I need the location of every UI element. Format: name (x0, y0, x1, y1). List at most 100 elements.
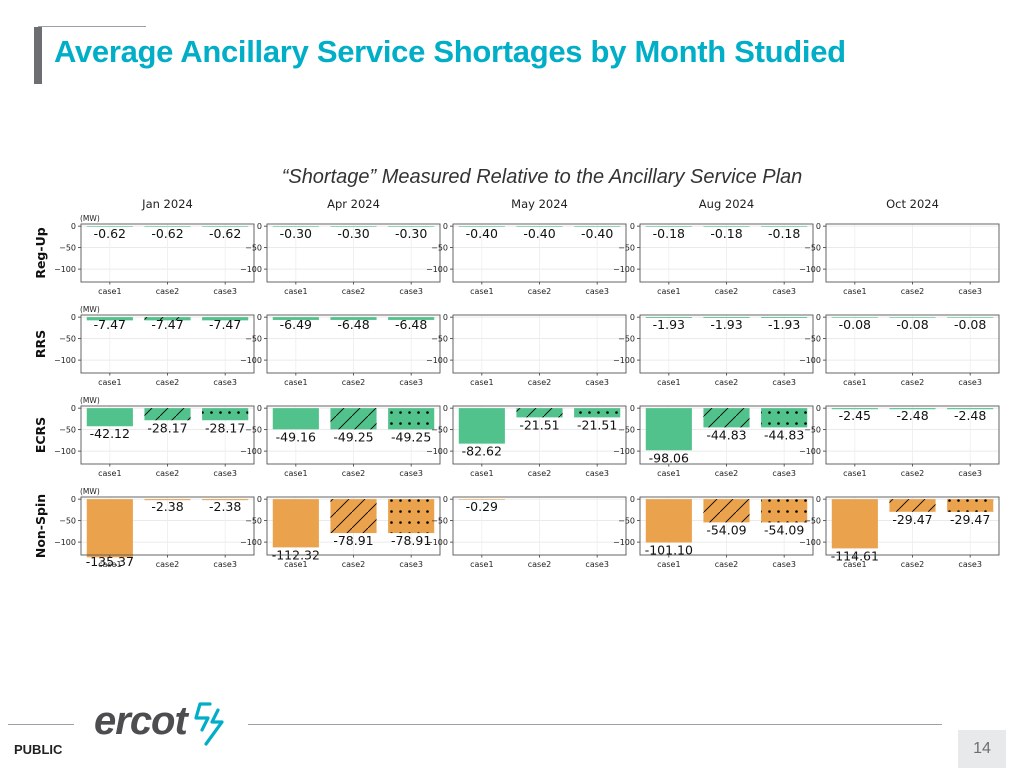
value-label: -2.38 (209, 499, 241, 514)
y-tick-label: −50 (59, 244, 76, 253)
x-tick-label: case2 (156, 560, 179, 569)
value-label: -2.48 (896, 408, 928, 423)
bar-case3 (388, 317, 435, 320)
x-tick-label: case1 (843, 378, 866, 387)
value-label: -0.18 (768, 226, 800, 241)
bar-case3 (202, 499, 249, 501)
y-tick-label: −100 (799, 356, 821, 365)
value-label: -6.48 (395, 317, 427, 332)
x-tick-label: case1 (657, 469, 680, 478)
x-tick-label: case2 (156, 287, 179, 296)
y-tick-label: −50 (804, 426, 821, 435)
x-tick-label: case2 (342, 560, 365, 569)
x-tick-label: case1 (98, 560, 121, 569)
y-tick-label: −50 (59, 426, 76, 435)
bar-hatch-dots (761, 408, 808, 428)
bar-case1 (458, 499, 505, 500)
y-tick-label: −100 (426, 447, 448, 456)
x-tick-label: case1 (843, 469, 866, 478)
bar-case3 (761, 226, 808, 227)
panel-frame (639, 314, 814, 374)
unit-label: (MW) (80, 214, 100, 223)
value-label: -49.25 (333, 429, 373, 444)
x-tick-label: case1 (98, 469, 121, 478)
x-tick-label: case3 (958, 378, 981, 387)
value-label: -0.29 (466, 499, 498, 514)
bar-hatch-diagonal (330, 408, 377, 430)
x-tick-label: case2 (528, 378, 551, 387)
y-tick-label: −100 (54, 538, 76, 547)
bar-case3 (947, 317, 994, 318)
x-tick-label: case3 (585, 378, 608, 387)
panel-ecrs-3: -98.06 case1 -44.83 case2 -44.83 case3 0 −50 −10… (613, 404, 814, 478)
value-label: -0.30 (395, 226, 427, 241)
y-tick-label: −100 (426, 356, 448, 365)
panel-non-spin-4: -114.61case1-29.47case2-29.47case30−50−1… (799, 495, 1000, 569)
panel-frame (452, 314, 627, 374)
unit-label: (MW) (80, 396, 100, 405)
panel-frame (266, 314, 441, 374)
bar-case2 (516, 226, 563, 227)
value-label: -29.47 (950, 512, 990, 527)
x-tick-label: case2 (715, 469, 738, 478)
panel-non-spin-1: -112.32case1-78.91case2-78.91case30−50−1… (240, 495, 441, 569)
x-tick-label: case3 (958, 287, 981, 296)
column-title-3: Aug 2024 (699, 197, 754, 211)
x-tick-label: case2 (715, 287, 738, 296)
x-tick-label: case2 (342, 469, 365, 478)
value-label: -0.08 (839, 317, 871, 332)
x-tick-label: case3 (772, 287, 795, 296)
y-tick-label: 0 (443, 404, 448, 413)
x-tick-label: case2 (901, 287, 924, 296)
value-label: -7.47 (94, 317, 126, 332)
x-tick-label: case2 (901, 560, 924, 569)
x-tick-label: case2 (901, 378, 924, 387)
page-number: 14 (958, 730, 1006, 768)
panel-frame (452, 223, 627, 283)
bar-case3 (574, 226, 621, 227)
value-label: -28.17 (147, 420, 187, 435)
bar-case3 (388, 226, 435, 227)
footer-divider-left (8, 724, 74, 725)
bar-hatch-diagonal (703, 499, 750, 523)
row-label-ecrs: ECRS (33, 417, 48, 453)
unit-label: (MW) (80, 487, 100, 496)
panel-frame (452, 496, 627, 556)
panel-ecrs-0: -42.12 case1 -28.17 case2 -28.17 case3 0 −50 −10… (54, 396, 255, 478)
x-tick-label: case3 (772, 469, 795, 478)
value-label: -0.30 (337, 226, 369, 241)
panel-rrs-4: -0.08 case1 -0.08 case2 -0.08 case3 0 −50 −100 (799, 313, 1000, 387)
x-tick-label: case1 (284, 469, 307, 478)
value-label: -1.93 (653, 317, 685, 332)
y-tick-label: −100 (799, 447, 821, 456)
panel-reg-up-0: -0.62 case1 -0.62 case2 -0.62 case3 0 −50 −100 (M… (54, 214, 255, 296)
panel-reg-up-4: case1 case2 case3 0 −50 −100 (799, 222, 1000, 296)
value-label: -54.09 (764, 522, 804, 537)
y-tick-label: 0 (443, 313, 448, 322)
y-tick-label: 0 (816, 313, 821, 322)
value-label: -0.08 (896, 317, 928, 332)
y-tick-label: −50 (431, 517, 448, 526)
bar-hatch-diagonal (703, 408, 750, 428)
panel-non-spin-3: -101.10 case1 -54.09 case2 -54.09 case3 0 −50 −1… (613, 495, 814, 569)
y-tick-label: −50 (245, 335, 262, 344)
column-title-4: Oct 2024 (886, 197, 939, 211)
bar-hatch-dots (388, 408, 435, 430)
panel-rrs-0: -7.47 case1 -7.47 case2 -7.47 case3 0 −50 −100 (M… (54, 305, 255, 387)
y-tick-label: −50 (431, 335, 448, 344)
bar-case1 (458, 408, 505, 444)
y-tick-label: −50 (59, 517, 76, 526)
x-tick-label: case1 (470, 378, 493, 387)
y-tick-label: −100 (799, 538, 821, 547)
y-tick-label: −100 (799, 265, 821, 274)
bar-case2 (330, 317, 377, 320)
x-tick-label: case3 (399, 378, 422, 387)
value-label: -1.93 (768, 317, 800, 332)
value-label: -78.91 (391, 533, 431, 548)
value-label: -0.40 (581, 226, 613, 241)
panel-reg-up-3: -0.18 case1 -0.18 case2 -0.18 case3 0 −50 −100 (613, 222, 814, 296)
x-tick-label: case1 (843, 287, 866, 296)
panel-frame (266, 496, 441, 556)
value-label: -7.47 (151, 317, 183, 332)
footer-divider-right (248, 724, 942, 725)
